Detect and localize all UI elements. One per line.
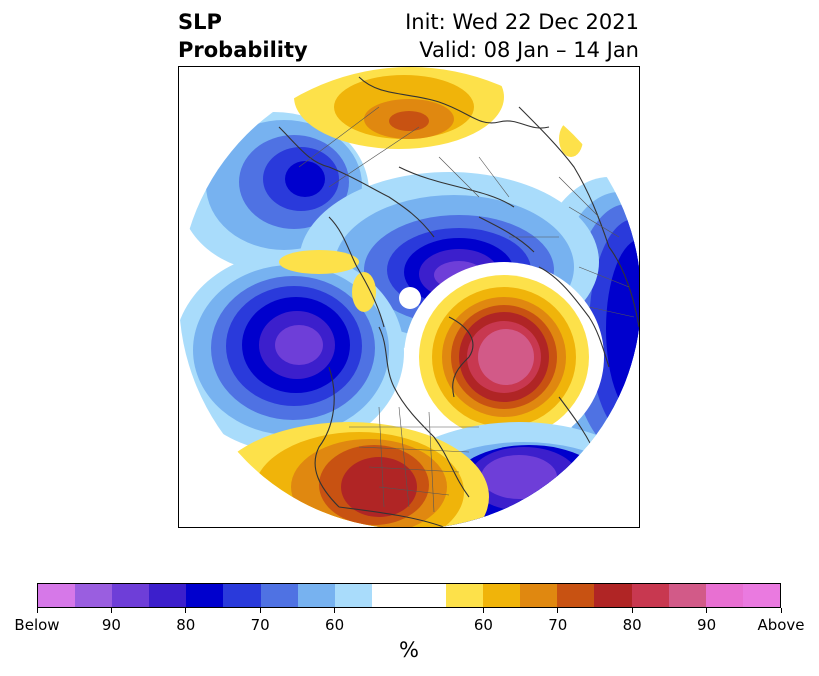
colorbar-tick-label: 80 bbox=[622, 616, 642, 634]
colorbar-tick bbox=[631, 608, 633, 613]
colorbar-unit: % bbox=[399, 638, 419, 662]
valid-range: Valid: 08 Jan – 14 Jan bbox=[419, 38, 639, 62]
colorbar-tick bbox=[706, 608, 708, 613]
colorbar-segment bbox=[705, 584, 743, 607]
title-type: Probability bbox=[178, 38, 308, 62]
colorbar-segment bbox=[297, 584, 335, 607]
colorbar-tick bbox=[557, 608, 559, 613]
colorbar-tick-label: 90 bbox=[697, 616, 717, 634]
country-borders bbox=[298, 106, 635, 513]
title-right: Init: Wed 22 Dec 2021 Valid: 08 Jan – 14… bbox=[405, 8, 639, 64]
colorbar-tick bbox=[185, 608, 187, 613]
colorbar-tick bbox=[482, 608, 484, 613]
probability-map bbox=[179, 67, 639, 527]
colorbar-segment bbox=[334, 584, 372, 607]
colorbar-tick-label: 90 bbox=[101, 616, 121, 634]
colorbar-tick-label: 60 bbox=[473, 616, 493, 634]
colorbar-tick-label: 70 bbox=[548, 616, 568, 634]
colorbar-segment bbox=[631, 584, 669, 607]
colorbar-tick bbox=[259, 608, 261, 613]
colorbar-segment bbox=[594, 584, 632, 607]
coastlines bbox=[278, 76, 639, 527]
anomaly-pacific-low bbox=[179, 252, 404, 452]
colorbar bbox=[37, 583, 781, 608]
title-variable: SLP bbox=[178, 10, 222, 34]
colorbar-segment bbox=[149, 584, 187, 607]
colorbar-segment bbox=[520, 584, 558, 607]
colorbar-segment bbox=[446, 584, 484, 607]
colorbar-segment bbox=[112, 584, 150, 607]
colorbar-segment bbox=[223, 584, 261, 607]
colorbar-tick bbox=[110, 608, 112, 613]
colorbar-tick bbox=[36, 608, 38, 613]
colorbar-segment bbox=[38, 584, 76, 607]
anomaly-small-high bbox=[559, 121, 583, 157]
colorbar-segment bbox=[668, 584, 706, 607]
colorbar-tick-label: Above bbox=[757, 616, 805, 634]
colorbar-tick-label: Below bbox=[14, 616, 60, 634]
colorbar-segment bbox=[371, 584, 409, 607]
anomaly-patch-2 bbox=[352, 272, 376, 312]
colorbar-segment bbox=[483, 584, 521, 607]
anomaly-atlantic-high bbox=[419, 275, 589, 439]
colorbar-tick bbox=[780, 608, 782, 613]
colorbar-segment bbox=[742, 584, 780, 607]
colorbar-segment bbox=[260, 584, 298, 607]
anomaly-patch-1 bbox=[279, 250, 359, 274]
title-left: SLP Probability bbox=[178, 8, 308, 64]
colorbar-tick-label: 80 bbox=[176, 616, 196, 634]
colorbar-tick-label: 60 bbox=[325, 616, 345, 634]
pole-marker bbox=[399, 287, 421, 309]
colorbar-segment bbox=[75, 584, 113, 607]
colorbar-tick-label: 70 bbox=[250, 616, 270, 634]
colorbar-segment bbox=[186, 584, 224, 607]
colorbar-segment bbox=[557, 584, 595, 607]
colorbar-tick bbox=[334, 608, 336, 613]
colorbar-segment bbox=[408, 584, 447, 607]
map-panel bbox=[178, 66, 640, 528]
init-date: Init: Wed 22 Dec 2021 bbox=[405, 10, 639, 34]
